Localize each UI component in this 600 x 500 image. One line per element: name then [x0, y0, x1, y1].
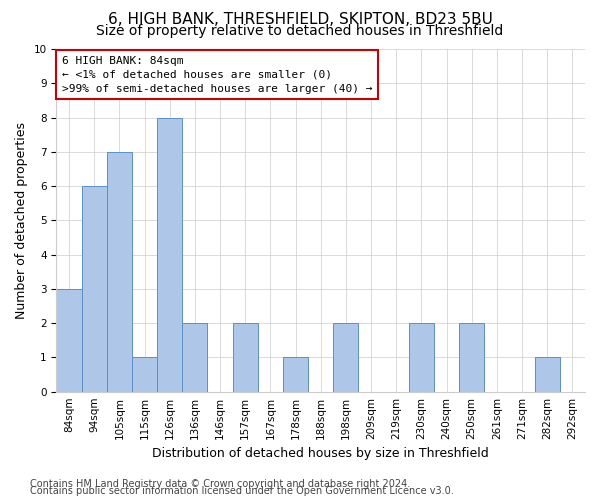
Text: 6 HIGH BANK: 84sqm
← <1% of detached houses are smaller (0)
>99% of semi-detache: 6 HIGH BANK: 84sqm ← <1% of detached hou… [62, 56, 372, 94]
Text: Contains public sector information licensed under the Open Government Licence v3: Contains public sector information licen… [30, 486, 454, 496]
X-axis label: Distribution of detached houses by size in Threshfield: Distribution of detached houses by size … [152, 447, 489, 460]
Bar [107, 152, 132, 392]
Text: 6, HIGH BANK, THRESHFIELD, SKIPTON, BD23 5BU: 6, HIGH BANK, THRESHFIELD, SKIPTON, BD23… [107, 12, 493, 28]
Bar [233, 323, 258, 392]
Y-axis label: Number of detached properties: Number of detached properties [15, 122, 28, 319]
Bar [132, 358, 157, 392]
Bar [409, 323, 434, 392]
Bar [56, 289, 82, 392]
Bar [82, 186, 107, 392]
Bar [333, 323, 358, 392]
Bar [535, 358, 560, 392]
Bar [157, 118, 182, 392]
Text: Contains HM Land Registry data © Crown copyright and database right 2024.: Contains HM Land Registry data © Crown c… [30, 479, 410, 489]
Bar [182, 323, 208, 392]
Text: Size of property relative to detached houses in Threshfield: Size of property relative to detached ho… [97, 24, 503, 38]
Bar [459, 323, 484, 392]
Bar [283, 358, 308, 392]
